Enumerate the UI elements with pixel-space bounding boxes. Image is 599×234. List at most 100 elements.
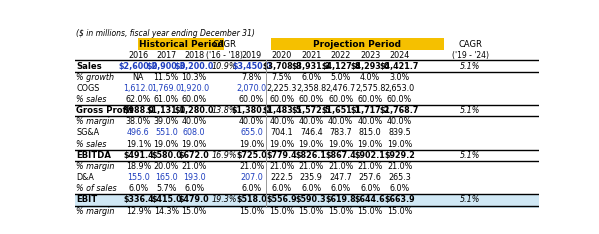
Bar xyxy=(75,205,539,217)
Text: 60.0%: 60.0% xyxy=(269,95,295,104)
Text: 21.0%: 21.0% xyxy=(358,162,383,171)
Text: 40.0%: 40.0% xyxy=(358,117,383,126)
Text: 15.0%: 15.0% xyxy=(298,207,324,216)
Text: 1,612.0: 1,612.0 xyxy=(123,84,153,93)
Text: 2017: 2017 xyxy=(156,51,177,60)
Text: $556.9: $556.9 xyxy=(267,195,297,205)
Text: $663.9: $663.9 xyxy=(385,195,415,205)
Text: 6.0%: 6.0% xyxy=(331,184,351,193)
Text: $902.1: $902.1 xyxy=(355,151,386,160)
Text: $590.3: $590.3 xyxy=(296,195,326,205)
Text: $1,280.0: $1,280.0 xyxy=(174,106,214,115)
Text: 5.7%: 5.7% xyxy=(156,184,177,193)
Text: $2,600.0: $2,600.0 xyxy=(119,62,158,70)
Text: 21.0%: 21.0% xyxy=(298,162,324,171)
Text: 2018: 2018 xyxy=(184,51,204,60)
Text: $1,483.5: $1,483.5 xyxy=(262,106,301,115)
Text: 6.0%: 6.0% xyxy=(389,184,410,193)
Text: % sales: % sales xyxy=(77,140,107,149)
Text: 783.7: 783.7 xyxy=(329,128,352,138)
Text: % margin: % margin xyxy=(77,207,115,216)
Text: 21.0%: 21.0% xyxy=(239,162,264,171)
Text: % sales: % sales xyxy=(77,95,107,104)
Text: 704.1: 704.1 xyxy=(271,128,293,138)
Text: 11.5%: 11.5% xyxy=(153,73,179,82)
Text: 3.0%: 3.0% xyxy=(389,73,410,82)
Text: 655.0: 655.0 xyxy=(240,128,263,138)
Text: $4,293.0: $4,293.0 xyxy=(350,62,390,70)
Text: 15.0%: 15.0% xyxy=(328,207,353,216)
Text: 235.9: 235.9 xyxy=(300,173,323,182)
Text: 6.0%: 6.0% xyxy=(184,184,204,193)
Text: D&A: D&A xyxy=(77,173,94,182)
Text: ($ in millions, fiscal year ending December 31): ($ in millions, fiscal year ending Decem… xyxy=(75,29,255,38)
Text: 19.1%: 19.1% xyxy=(126,140,151,149)
Text: $1,717.2: $1,717.2 xyxy=(350,106,390,115)
Text: $1,651.1: $1,651.1 xyxy=(321,106,361,115)
Text: Projection Period: Projection Period xyxy=(313,40,401,49)
Text: $479.0: $479.0 xyxy=(179,195,210,205)
Text: 5.1%: 5.1% xyxy=(460,106,480,115)
Text: $3,450.0: $3,450.0 xyxy=(232,62,271,70)
Text: 19.0%: 19.0% xyxy=(239,140,264,149)
Text: 165.0: 165.0 xyxy=(155,173,178,182)
Text: 2,225.3: 2,225.3 xyxy=(267,84,297,93)
Text: 265.3: 265.3 xyxy=(388,173,411,182)
Text: $2,900.0: $2,900.0 xyxy=(147,62,186,70)
Text: $491.4: $491.4 xyxy=(123,151,154,160)
Text: 38.0%: 38.0% xyxy=(126,117,151,126)
Text: NA: NA xyxy=(133,73,144,82)
Text: 19.0%: 19.0% xyxy=(153,140,179,149)
Text: 247.7: 247.7 xyxy=(329,173,352,182)
Text: SG&A: SG&A xyxy=(77,128,99,138)
Text: 5.1%: 5.1% xyxy=(460,151,480,160)
Text: $867.4: $867.4 xyxy=(325,151,356,160)
Text: 14.3%: 14.3% xyxy=(154,207,179,216)
Text: 21.0%: 21.0% xyxy=(387,162,412,171)
Text: 551.0: 551.0 xyxy=(155,128,178,138)
Text: $1,572.5: $1,572.5 xyxy=(292,106,331,115)
Text: 1,920.0: 1,920.0 xyxy=(179,84,209,93)
Text: 40.0%: 40.0% xyxy=(328,117,353,126)
Text: 1,769.0: 1,769.0 xyxy=(152,84,181,93)
Text: 2016: 2016 xyxy=(128,51,149,60)
Text: 40.0%: 40.0% xyxy=(181,117,207,126)
Text: ('19 - '24): ('19 - '24) xyxy=(452,51,489,60)
Text: $3,200.0: $3,200.0 xyxy=(174,62,214,70)
Text: 815.0: 815.0 xyxy=(359,128,382,138)
Bar xyxy=(138,38,223,50)
Bar xyxy=(75,194,539,205)
Text: $415.0: $415.0 xyxy=(151,195,181,205)
Text: ('16 - '18): ('16 - '18) xyxy=(206,51,243,60)
Text: 2024: 2024 xyxy=(389,51,410,60)
Text: 60.0%: 60.0% xyxy=(181,95,207,104)
Text: 2,070.0: 2,070.0 xyxy=(237,84,267,93)
Text: 60.0%: 60.0% xyxy=(358,95,383,104)
Text: 155.0: 155.0 xyxy=(127,173,150,182)
Text: 21.0%: 21.0% xyxy=(328,162,353,171)
Text: EBITDA: EBITDA xyxy=(77,151,111,160)
Text: 19.0%: 19.0% xyxy=(358,140,383,149)
Text: Gross Profit: Gross Profit xyxy=(77,106,134,115)
Text: 19.0%: 19.0% xyxy=(298,140,324,149)
Text: $672.0: $672.0 xyxy=(179,151,210,160)
Text: 193.0: 193.0 xyxy=(183,173,205,182)
Text: 2,653.0: 2,653.0 xyxy=(385,84,415,93)
Text: 6.0%: 6.0% xyxy=(128,184,149,193)
Text: $779.4: $779.4 xyxy=(267,151,297,160)
Text: $988.0: $988.0 xyxy=(123,106,154,115)
Text: 2023: 2023 xyxy=(360,51,380,60)
Text: 6.0%: 6.0% xyxy=(272,184,292,193)
Text: 7.5%: 7.5% xyxy=(271,73,292,82)
Bar xyxy=(271,38,444,50)
Text: 746.4: 746.4 xyxy=(300,128,323,138)
Text: 19.0%: 19.0% xyxy=(387,140,412,149)
Text: 15.0%: 15.0% xyxy=(358,207,383,216)
Text: 40.0%: 40.0% xyxy=(299,117,324,126)
Text: 20.0%: 20.0% xyxy=(153,162,179,171)
Text: $4,421.7: $4,421.7 xyxy=(380,62,419,70)
Text: 15.0%: 15.0% xyxy=(239,207,264,216)
Text: $619.8: $619.8 xyxy=(325,195,356,205)
Text: $1,768.7: $1,768.7 xyxy=(380,106,419,115)
Text: 16.9%: 16.9% xyxy=(211,151,237,160)
